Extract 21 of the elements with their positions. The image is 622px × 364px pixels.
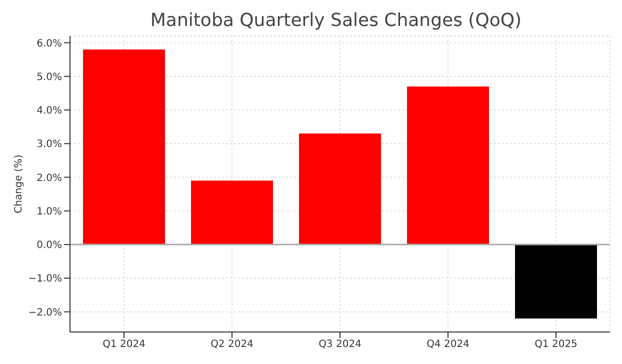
x-tick-label: Q2 2024 — [210, 339, 254, 350]
y-tick-label: 1.0% — [36, 206, 62, 218]
x-tick-label: Q1 2025 — [534, 339, 578, 350]
x-tick-label: Q4 2024 — [426, 339, 470, 350]
y-tick-label: 5.0% — [36, 72, 62, 83]
bar — [83, 49, 165, 245]
x-tick-label: Q3 2024 — [318, 339, 362, 350]
y-tick-label: −2.0% — [28, 307, 62, 318]
bar — [515, 244, 597, 319]
y-tick-label: 4.0% — [36, 106, 62, 117]
y-tick-label: 3.0% — [36, 139, 62, 150]
bar — [299, 134, 381, 245]
bar — [191, 180, 273, 245]
y-tick-label: 2.0% — [36, 172, 62, 184]
chart-title: Manitoba Quarterly Sales Changes (QoQ) — [149, 9, 523, 33]
y-axis-title: Change (%) — [14, 154, 25, 214]
x-tick-label: Q1 2024 — [102, 339, 146, 350]
y-tick-label: 0.0% — [36, 240, 62, 252]
bar — [407, 86, 489, 245]
y-tick-label: 6.0% — [36, 38, 62, 50]
y-tick-label: −1.0% — [28, 274, 62, 285]
